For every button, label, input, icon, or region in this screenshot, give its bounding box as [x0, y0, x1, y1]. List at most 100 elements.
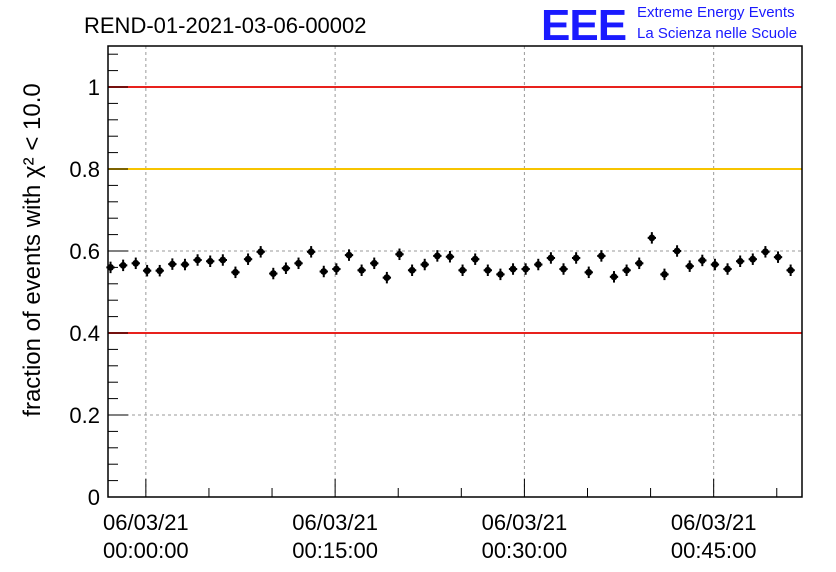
marker [623, 266, 631, 274]
data-point-34 [534, 258, 543, 271]
data-point-47 [698, 254, 707, 267]
marker [181, 261, 189, 268]
data-point-14 [281, 262, 291, 274]
marker [597, 252, 605, 260]
x-tick-date-1: 06/03/21 [292, 510, 378, 535]
data-point-40 [609, 271, 619, 283]
data-point-19 [344, 249, 354, 261]
marker [156, 267, 164, 275]
marker [635, 259, 643, 267]
data-point-52 [761, 246, 770, 258]
plot-frame [107, 45, 803, 498]
marker [648, 234, 656, 242]
marker [762, 248, 769, 256]
chart-title: REND-01-2021-03-06-00002 [84, 13, 367, 38]
marker [307, 248, 315, 256]
marker [673, 247, 681, 255]
marker [119, 261, 127, 269]
grid [108, 46, 802, 497]
marker [522, 265, 530, 273]
data-point-12 [256, 246, 265, 258]
marker [547, 254, 555, 262]
marker [497, 270, 504, 278]
data-point-7 [193, 254, 202, 266]
x-tick-date-0: 06/03/21 [103, 510, 189, 535]
data-point-21 [370, 257, 379, 270]
data-point-39 [597, 250, 606, 262]
marker [698, 257, 706, 264]
marker [471, 255, 479, 263]
marker [572, 254, 580, 262]
data-point-20 [357, 264, 366, 277]
marker [370, 259, 378, 267]
data-point-16 [306, 246, 316, 258]
y-tick-label-1: 0.2 [69, 403, 100, 428]
data-point-8 [206, 255, 215, 267]
data-point-27 [445, 251, 455, 263]
data-point-50 [736, 255, 745, 267]
data-point-6 [180, 258, 190, 271]
data-point-28 [458, 264, 467, 277]
marker [446, 253, 454, 261]
data-point-53 [773, 251, 783, 263]
data-point-54 [786, 264, 795, 277]
marker [257, 248, 265, 256]
marker [421, 261, 429, 268]
data-point-9 [218, 254, 227, 266]
reference-lines [108, 86, 802, 334]
marker [282, 264, 290, 272]
marker [774, 253, 782, 261]
data-point-49 [723, 263, 732, 275]
x-tick-time-1: 00:15:00 [292, 538, 378, 563]
data-point-48 [710, 258, 720, 271]
y-tick-label-5: 1 [88, 75, 100, 100]
data-point-30 [483, 264, 492, 277]
data-point-10 [231, 266, 240, 279]
data-point-45 [672, 245, 682, 257]
marker [320, 268, 328, 275]
data-point-4 [155, 264, 164, 277]
marker [459, 266, 466, 274]
marker [724, 265, 731, 273]
data-point-51 [748, 253, 757, 265]
data-point-11 [243, 253, 253, 265]
data-point-26 [433, 250, 442, 262]
marker [484, 266, 492, 274]
data-point-37 [571, 252, 581, 264]
marker [358, 266, 366, 274]
data-point-44 [660, 268, 669, 281]
eee-logo: EEE Extreme Energy Events La Scienza nel… [541, 1, 797, 50]
data-point-29 [471, 253, 480, 265]
marker [610, 273, 618, 281]
data-points [106, 232, 795, 284]
x-axis-ticks: 06/03/21 00:00:00 06/03/21 00:15:00 06/03/21… [103, 479, 778, 563]
x-tick-date-3: 06/03/21 [671, 510, 757, 535]
marker [534, 261, 542, 268]
marker [232, 268, 239, 276]
marker [168, 260, 176, 268]
marker [132, 259, 140, 267]
data-point-32 [508, 263, 518, 275]
data-point-42 [635, 257, 644, 270]
y-tick-label-2: 0.4 [69, 321, 100, 346]
marker [787, 266, 795, 274]
logo-mark: EEE [541, 1, 626, 50]
marker [295, 259, 302, 267]
marker [143, 267, 151, 275]
data-point-24 [407, 264, 417, 277]
y-tick-label-0: 0 [88, 485, 100, 510]
data-point-25 [420, 258, 429, 271]
data-point-31 [496, 268, 505, 281]
data-point-22 [382, 271, 392, 284]
marker [345, 251, 353, 259]
x-tick-time-2: 00:30:00 [482, 538, 568, 563]
y-tick-label-4: 0.8 [69, 157, 100, 182]
y-axis-ticks: 0 0.2 0.4 0.6 0.8 1 [69, 53, 128, 510]
plot-border [107, 45, 803, 498]
data-point-33 [521, 263, 530, 275]
data-point-38 [584, 266, 593, 279]
marker [332, 265, 340, 273]
data-point-23 [395, 248, 404, 261]
data-point-13 [269, 267, 278, 280]
data-point-36 [559, 263, 568, 275]
